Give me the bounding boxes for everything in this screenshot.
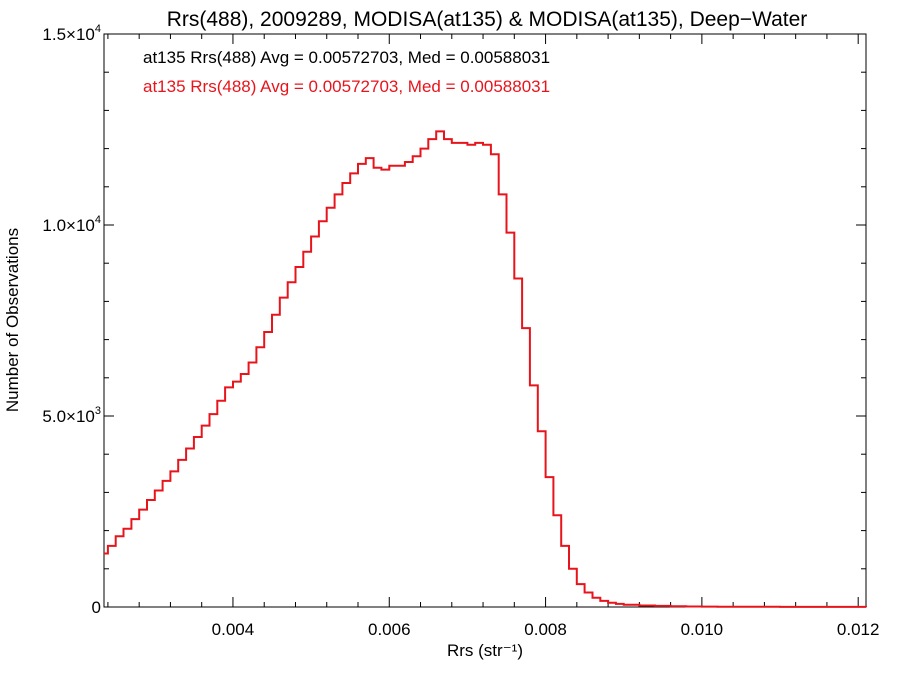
y-axis-label: Number of Observations <box>3 228 22 412</box>
y-tick-label: 1.5×104 <box>42 23 101 44</box>
chart-title: Rrs(488), 2009289, MODISA(at135) & MODIS… <box>167 8 808 31</box>
x-tick-label: 0.006 <box>368 620 411 639</box>
y-tick-label: 0 <box>92 598 101 617</box>
x-tick-label: 0.010 <box>681 620 724 639</box>
x-tick-label: 0.008 <box>524 620 567 639</box>
annotation-line-1: at135 Rrs(488) Avg = 0.00572703, Med = 0… <box>143 48 550 67</box>
x-tick-labels: 0.004 0.006 0.008 0.010 0.012 <box>212 620 880 639</box>
y-tick-label: 1.0×104 <box>42 214 101 235</box>
y-tick-label: 5.0×103 <box>42 405 101 426</box>
axis-ticks <box>104 33 866 608</box>
histogram-series-line <box>104 130 867 608</box>
plot-area-frame <box>103 33 867 608</box>
annotation-line-2: at135 Rrs(488) Avg = 0.00572703, Med = 0… <box>143 77 550 96</box>
x-axis-label: Rrs (str⁻¹) <box>447 641 523 660</box>
x-tick-label: 0.012 <box>837 620 880 639</box>
y-tick-labels: 0 5.0×103 1.0×104 1.5×104 <box>42 23 101 617</box>
x-tick-label: 0.004 <box>212 620 255 639</box>
